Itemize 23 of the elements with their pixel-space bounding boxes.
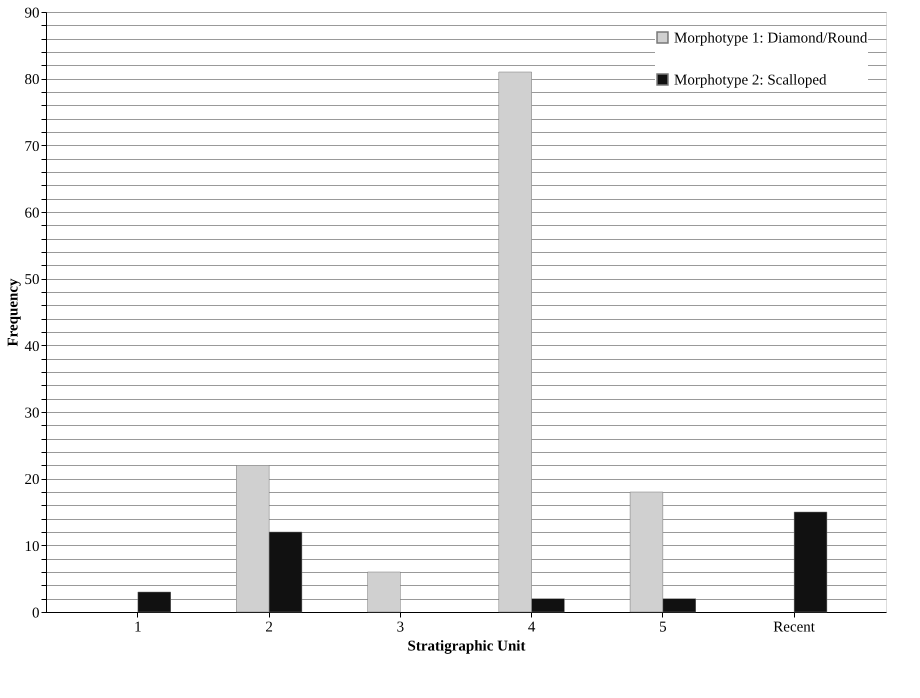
y-tick-label: 40 bbox=[24, 338, 40, 355]
y-tick-label: 30 bbox=[24, 406, 40, 422]
bar bbox=[138, 592, 171, 612]
x-tick-label: 1 bbox=[134, 620, 142, 636]
y-tick-label: 20 bbox=[24, 472, 40, 488]
legend-label: Morphotype 2: Scalloped bbox=[674, 72, 827, 88]
y-tick-label: 90 bbox=[24, 6, 40, 22]
y-tick-label: 60 bbox=[24, 206, 40, 222]
x-axis-title: Stratigraphic Unit bbox=[408, 638, 526, 654]
legend-label: Morphotype 1: Diamond/Round bbox=[674, 30, 868, 46]
bar bbox=[367, 572, 401, 612]
y-tick-label: 50 bbox=[24, 272, 40, 288]
x-tick-label: 2 bbox=[265, 620, 273, 636]
bar bbox=[794, 512, 828, 612]
x-tick-label: 4 bbox=[528, 620, 536, 636]
y-tick-label: 70 bbox=[24, 138, 40, 155]
y-tick-label: 10 bbox=[24, 538, 40, 555]
x-tick-label: 3 bbox=[396, 620, 404, 636]
x-tick-label: Recent bbox=[773, 620, 816, 636]
y-axis-title: Frequency bbox=[6, 278, 22, 347]
y-tick-label: 0 bbox=[32, 606, 40, 622]
y-tick-label: 80 bbox=[24, 72, 40, 88]
x-tick-label: 5 bbox=[659, 620, 667, 636]
